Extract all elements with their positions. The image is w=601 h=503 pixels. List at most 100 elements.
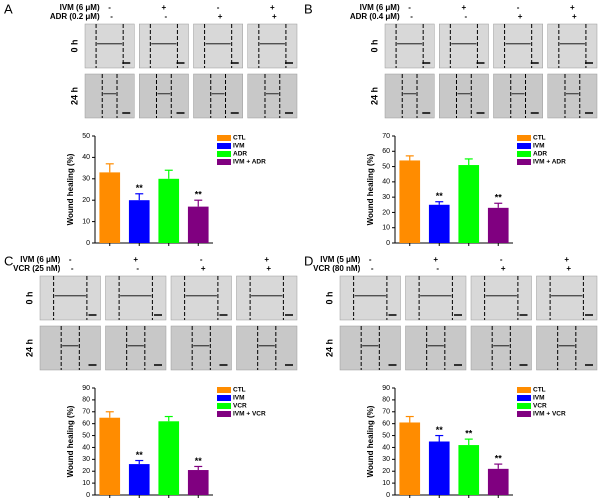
micrograph [339, 325, 401, 371]
y-tick-label: 70 [382, 133, 390, 140]
legend-swatch [217, 411, 231, 417]
y-tick-label: 60 [382, 148, 390, 155]
micrograph [193, 73, 243, 119]
treatment-sign: + [462, 3, 467, 12]
error-bar [435, 434, 444, 442]
micrograph [170, 275, 232, 321]
bar [458, 445, 480, 495]
treatment-sign: + [572, 12, 577, 21]
y-tick-label: 50 [82, 432, 90, 439]
legend-label: IVM [233, 395, 245, 402]
micrograph [536, 325, 598, 371]
panel-label: D [304, 253, 313, 268]
micrograph [247, 73, 298, 119]
micrograph [84, 73, 135, 119]
micrograph [39, 275, 101, 321]
y-tick-label: 40 [82, 154, 90, 161]
legend-swatch [517, 387, 531, 393]
treatment-sign: + [566, 264, 571, 273]
legend-label: IVM + VCR [233, 411, 266, 418]
bar [428, 441, 450, 495]
legend-label: CTL [533, 387, 546, 394]
treatment-name: VCR (25 nM) [13, 264, 60, 273]
treatment-name: IVM (6 μM) [60, 3, 100, 12]
legend-label: ADR [533, 151, 547, 158]
bar [399, 422, 421, 495]
y-axis-label: Wound healing (%) [366, 405, 375, 477]
bar [128, 464, 150, 495]
legend-label: ADR [233, 151, 247, 158]
error-bar [464, 158, 473, 166]
panel-label: C [4, 253, 13, 268]
treatment-sign: + [518, 12, 523, 21]
micrograph [493, 23, 543, 69]
treatment-name: IVM (5 μM) [320, 255, 360, 264]
time-label: 0 h [324, 291, 334, 304]
treatment-name: IVM (6 μM) [360, 3, 400, 12]
legend-swatch [517, 403, 531, 409]
legend-label: IVM + ADR [233, 159, 266, 166]
bar [487, 207, 509, 243]
treatment-sign: - [217, 3, 220, 12]
significance: ** [436, 191, 444, 201]
y-tick-label: 70 [382, 409, 390, 416]
micrograph [236, 325, 298, 371]
legend-label: IVM [233, 143, 245, 150]
legend-label: CTL [533, 135, 546, 142]
treatment-sign: + [270, 3, 275, 12]
treatment-sign: - [465, 12, 468, 21]
legend-label: IVM [533, 395, 545, 402]
time-label: 24 h [69, 87, 79, 105]
micrograph [547, 23, 598, 69]
micrograph [247, 23, 298, 69]
y-tick-label: 90 [382, 385, 390, 392]
y-tick-label: 40 [382, 444, 390, 451]
treatment-sign: - [500, 255, 503, 264]
y-tick-label: 0 [386, 240, 390, 247]
legend-swatch [217, 403, 231, 409]
treatment-name: VCR (80 nM) [313, 264, 360, 273]
treatment-sign: - [517, 3, 520, 12]
panel-label: A [4, 1, 13, 16]
y-tick-label: 10 [382, 480, 390, 487]
y-tick-label: 10 [82, 218, 90, 225]
error-bar [194, 465, 203, 471]
treatment-sign: - [165, 12, 168, 21]
bar [99, 417, 121, 495]
time-label: 24 h [324, 339, 334, 357]
treatment-sign: + [501, 264, 506, 273]
y-tick-label: 20 [82, 197, 90, 204]
legend-swatch [217, 159, 231, 165]
y-tick-label: 70 [82, 409, 90, 416]
y-tick-label: 60 [382, 421, 390, 428]
micrograph [139, 73, 189, 119]
error-bar [164, 415, 173, 422]
y-tick-label: 20 [82, 468, 90, 475]
time-label: 0 h [69, 39, 79, 52]
y-axis-label: Wound healing (%) [66, 405, 75, 477]
micrograph [536, 275, 598, 321]
legend-label: IVM + ADR [533, 159, 566, 166]
y-tick-label: 30 [382, 456, 390, 463]
legend-swatch [517, 143, 531, 149]
treatment-sign: - [410, 12, 413, 21]
y-axis-label: Wound healing (%) [66, 153, 75, 225]
y-tick-label: 0 [386, 492, 390, 499]
treatment-name: IVM (6 μM) [20, 255, 60, 264]
y-tick-label: 30 [382, 194, 390, 201]
time-label: 24 h [24, 339, 34, 357]
bar [158, 421, 180, 495]
significance: ** [436, 425, 444, 435]
error-bar [105, 163, 114, 173]
y-tick-label: 40 [382, 179, 390, 186]
legend-label: IVM + VCR [533, 411, 566, 418]
time-label: 24 h [369, 87, 379, 105]
micrograph [139, 23, 189, 69]
micrograph [193, 23, 243, 69]
error-bar [194, 199, 203, 207]
panel-label: B [304, 1, 313, 16]
y-tick-label: 20 [382, 209, 390, 216]
error-bar [405, 415, 414, 423]
micrograph [236, 275, 298, 321]
